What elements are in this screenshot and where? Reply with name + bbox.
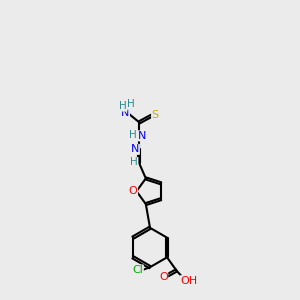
- Text: H: H: [129, 130, 137, 140]
- Text: O: O: [159, 272, 168, 282]
- Text: N: N: [138, 131, 146, 141]
- Text: H: H: [127, 99, 134, 109]
- Text: H: H: [119, 101, 127, 111]
- Text: N: N: [131, 144, 139, 154]
- Text: OH: OH: [180, 276, 197, 286]
- Text: Cl: Cl: [132, 265, 143, 275]
- Text: S: S: [152, 110, 159, 120]
- Text: N: N: [121, 108, 129, 118]
- Text: O: O: [129, 186, 137, 196]
- Text: H: H: [130, 158, 138, 167]
